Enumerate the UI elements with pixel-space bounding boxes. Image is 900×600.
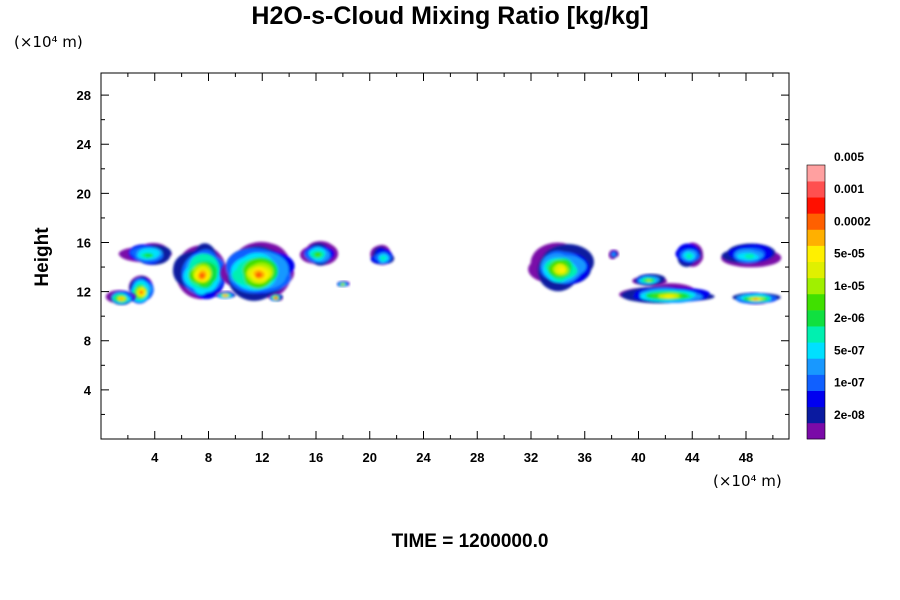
cloud-region — [732, 292, 781, 305]
plot-frame — [100, 72, 790, 440]
colorbar-label: 5e-05 — [834, 247, 865, 261]
cloud-contour — [255, 273, 263, 277]
colorbar-swatch — [807, 229, 825, 246]
cloud-contour — [686, 254, 692, 259]
colorbar-swatch — [807, 277, 825, 295]
colorbar-swatch — [807, 213, 825, 230]
cloud-contour — [558, 267, 566, 273]
cloud-region — [721, 243, 782, 268]
cloud-region — [528, 242, 594, 292]
cloud-region — [675, 242, 704, 267]
y-tick-label: 24 — [77, 137, 92, 152]
colorbar-swatch — [807, 165, 825, 182]
colorbar-swatch — [807, 293, 825, 311]
colorbar-label: 5e-07 — [834, 343, 865, 357]
cloud-region — [214, 290, 236, 299]
cloud-contour — [223, 294, 227, 297]
x-tick-label: 4 — [151, 450, 159, 465]
cloud-contour — [341, 283, 345, 286]
colorbar-swatch — [807, 326, 825, 343]
cloud-region — [632, 273, 667, 287]
colorbar-swatch — [807, 261, 825, 279]
colorbar-swatch — [807, 310, 825, 327]
colorbar-swatch — [807, 390, 825, 408]
y-tick-label: 28 — [77, 88, 91, 103]
cloud-region — [172, 243, 227, 300]
cloud-region — [128, 275, 154, 304]
y-tick-label: 16 — [77, 235, 91, 250]
cloud-region — [370, 244, 395, 265]
x-tick-label: 48 — [739, 450, 753, 465]
colorbar-swatch — [807, 358, 825, 375]
x-tick-label: 32 — [524, 450, 538, 465]
cloud-region — [608, 249, 619, 260]
chart-title: H2O-s-Cloud Mixing Ratio [kg/kg] — [251, 2, 649, 30]
colorbar-label: 0.001 — [834, 182, 864, 196]
colorbar-label: 1e-07 — [834, 376, 865, 390]
cloud-region — [299, 241, 339, 266]
x-axis-unit: (×10⁴ m) — [713, 472, 782, 490]
cloud-region — [220, 241, 295, 301]
cloud-contour — [611, 253, 615, 256]
colorbar-swatch — [807, 181, 825, 198]
colorbar-label: 1e-05 — [834, 279, 865, 293]
cloud-region — [118, 242, 172, 265]
cloud-region — [619, 283, 715, 304]
x-tick-label: 8 — [205, 450, 212, 465]
time-label: TIME = 1200000.0 — [391, 531, 549, 552]
cloud-region — [336, 280, 350, 287]
cloud-contour — [274, 296, 278, 300]
colorbar-frame — [806, 164, 826, 440]
cloud-contour — [316, 253, 321, 257]
colorbar-legend: 2e-08 1e-07 5e-07 2e-06 1e-05 5e-05 0.0002 0.00… — [806, 150, 871, 440]
y-tick-label: 20 — [77, 186, 91, 201]
x-tick-label: 36 — [578, 450, 592, 465]
colorbar-label: 0.005 — [834, 150, 864, 164]
y-axis-unit: (×10⁴ m) — [14, 33, 83, 51]
cloud-contour — [199, 273, 205, 278]
x-tick-label: 44 — [685, 450, 700, 465]
cloud-contour — [145, 253, 152, 257]
colorbar-label: 2e-08 — [834, 408, 865, 422]
cloud-contour — [139, 291, 143, 294]
cloud-region — [105, 290, 136, 306]
cloud-contour — [119, 297, 123, 301]
cloud-contour — [747, 253, 755, 259]
cloud-field — [105, 241, 782, 306]
colorbar-swatch — [807, 406, 825, 424]
colorbar-label: 2e-06 — [834, 311, 865, 325]
x-tick-label: 40 — [631, 450, 645, 465]
x-tick-label: 24 — [416, 450, 431, 465]
x-tick-label: 12 — [255, 450, 269, 465]
cloud-contour — [754, 298, 758, 301]
x-tick-label: 28 — [470, 450, 484, 465]
x-tick-label: 16 — [309, 450, 323, 465]
y-tick-label: 12 — [77, 285, 91, 300]
y-tick-label: 8 — [84, 334, 91, 349]
cloud-contour — [646, 279, 652, 282]
cloud-contour — [664, 295, 672, 298]
cloud-region — [269, 293, 283, 302]
colorbar-swatch — [807, 422, 825, 440]
colorbar-swatch — [807, 245, 825, 263]
y-tick-label: 4 — [84, 383, 92, 398]
colorbar-swatch — [807, 342, 825, 359]
x-tick-label: 20 — [363, 450, 377, 465]
cloud-contour — [381, 256, 386, 260]
colorbar-label: 0.0002 — [834, 214, 871, 228]
colorbar-swatch — [807, 374, 825, 391]
colorbar-swatch — [807, 197, 825, 214]
